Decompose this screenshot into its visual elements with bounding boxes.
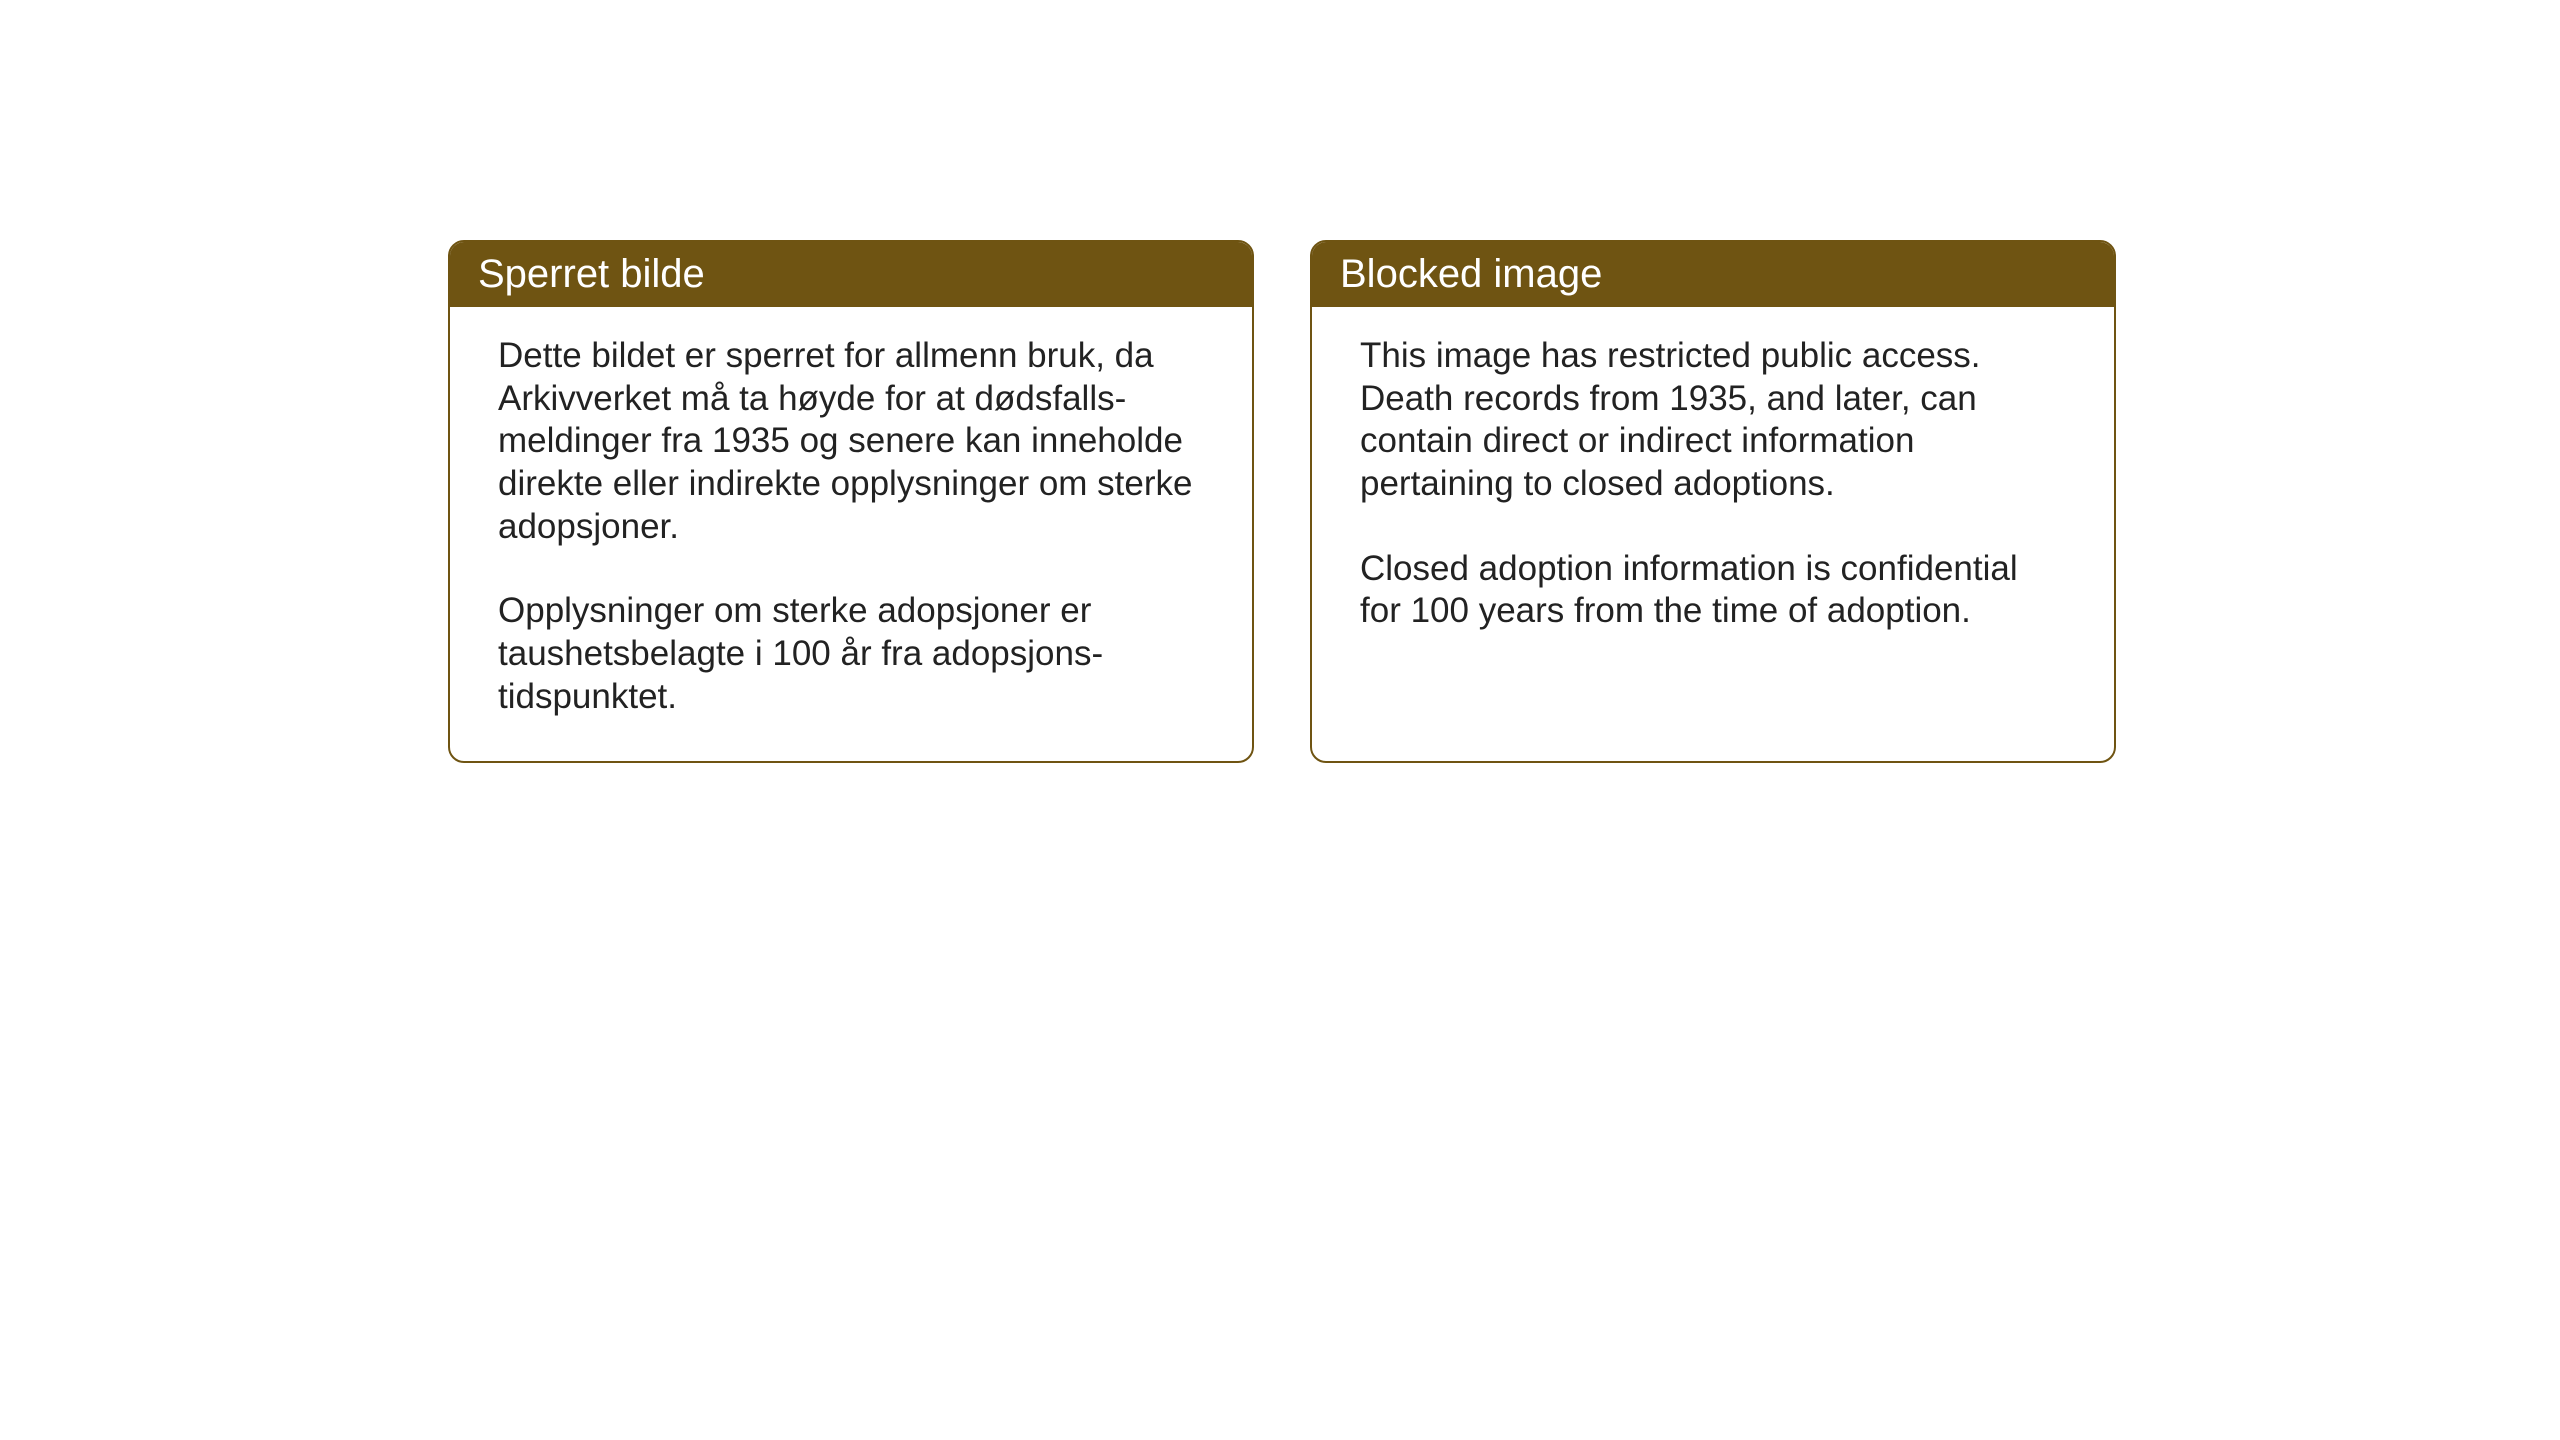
notice-paragraph-2-norwegian: Opplysninger om sterke adopsjoner er tau… xyxy=(498,590,1204,718)
notice-body-norwegian: Dette bildet er sperret for allmenn bruk… xyxy=(450,307,1252,761)
notice-card-norwegian: Sperret bilde Dette bildet er sperret fo… xyxy=(448,240,1254,763)
notice-header-english: Blocked image xyxy=(1312,242,2114,307)
notice-cards-container: Sperret bilde Dette bildet er sperret fo… xyxy=(448,240,2116,763)
notice-paragraph-1-norwegian: Dette bildet er sperret for allmenn bruk… xyxy=(498,335,1204,548)
notice-paragraph-2-english: Closed adoption information is confident… xyxy=(1360,548,2066,633)
notice-header-norwegian: Sperret bilde xyxy=(450,242,1252,307)
notice-paragraph-1-english: This image has restricted public access.… xyxy=(1360,335,2066,506)
notice-card-english: Blocked image This image has restricted … xyxy=(1310,240,2116,763)
notice-body-english: This image has restricted public access.… xyxy=(1312,307,2114,675)
